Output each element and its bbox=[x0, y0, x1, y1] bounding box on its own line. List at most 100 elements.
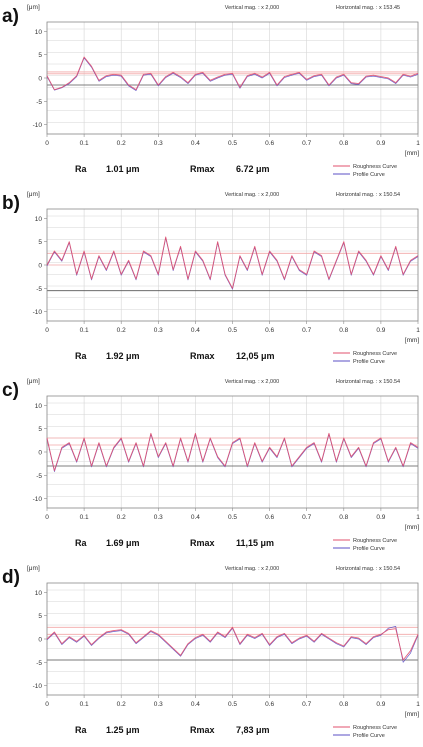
y-tick-label: 0 bbox=[38, 263, 42, 270]
legend-roughness-label: Roughness Curve bbox=[353, 538, 397, 544]
x-tick-label: 0.1 bbox=[80, 701, 89, 708]
roughness-curve-line bbox=[46, 432, 419, 472]
x-tick-label: 0 bbox=[45, 327, 49, 334]
rmax-label: Rmax bbox=[190, 164, 215, 174]
y-unit-label: [μm] bbox=[27, 378, 40, 385]
y-tick-label: 0 bbox=[38, 637, 42, 644]
panel-label: c) bbox=[2, 380, 19, 401]
chart-panel-d: d) [μm] Vertical mag. : x 2,000 Horizontal … bbox=[2, 565, 420, 739]
ra-value: 1.69 μm bbox=[106, 538, 140, 548]
x-tick-label: 0.5 bbox=[228, 327, 237, 334]
x-tick-label: 0.2 bbox=[117, 327, 126, 334]
y-tick-label: 5 bbox=[38, 239, 42, 246]
horizontal-mag-label: Horizontal mag. : x 153.45 bbox=[336, 5, 400, 11]
x-tick-label: 0.1 bbox=[80, 327, 89, 334]
ra-label: Ra bbox=[75, 725, 87, 735]
panel-label: d) bbox=[2, 567, 20, 588]
x-tick-label: 0.9 bbox=[376, 327, 385, 334]
x-tick-label: 0.8 bbox=[339, 514, 348, 521]
x-tick-label: 0.2 bbox=[117, 514, 126, 521]
x-tick-label: 0.4 bbox=[191, 514, 200, 521]
panel-label: b) bbox=[2, 193, 20, 214]
y-tick-label: -5 bbox=[36, 286, 42, 293]
y-unit-label: [μm] bbox=[27, 4, 40, 11]
y-tick-label: 10 bbox=[35, 216, 43, 223]
ra-label: Ra bbox=[75, 351, 87, 361]
roughness-curve-line bbox=[46, 56, 419, 91]
y-tick-label: 0 bbox=[38, 76, 42, 83]
x-tick-label: 0.8 bbox=[339, 140, 348, 147]
horizontal-mag-label: Horizontal mag. : x 150.54 bbox=[336, 379, 400, 385]
x-tick-label: 0.9 bbox=[376, 514, 385, 521]
x-tick-label: 0.9 bbox=[376, 701, 385, 708]
ra-label: Ra bbox=[75, 538, 87, 548]
rmax-value: 6.72 μm bbox=[236, 164, 270, 174]
legend-profile-label: Profile Curve bbox=[353, 172, 385, 178]
x-unit-label: [mm] bbox=[405, 150, 420, 157]
x-tick-label: 0.3 bbox=[154, 140, 163, 147]
legend-profile-label: Profile Curve bbox=[353, 733, 385, 739]
legend-roughness-label: Roughness Curve bbox=[353, 725, 397, 731]
x-tick-label: 0.6 bbox=[265, 327, 274, 334]
x-unit-label: [mm] bbox=[405, 524, 420, 531]
ra-value: 1.01 μm bbox=[106, 164, 140, 174]
x-unit-label: [mm] bbox=[405, 337, 420, 344]
x-tick-label: 0.3 bbox=[154, 514, 163, 521]
panel-label: a) bbox=[2, 6, 19, 27]
x-tick-label: 0.7 bbox=[302, 514, 311, 521]
x-tick-label: 0.9 bbox=[376, 140, 385, 147]
rmax-label: Rmax bbox=[190, 725, 215, 735]
rmax-label: Rmax bbox=[190, 538, 215, 548]
legend-roughness-label: Roughness Curve bbox=[353, 164, 397, 170]
chart-panel-b: b) [μm] Vertical mag. : x 2,000 Horizontal … bbox=[2, 191, 420, 365]
x-tick-label: 0.2 bbox=[117, 701, 126, 708]
ra-value: 1.92 μm bbox=[106, 351, 140, 361]
x-tick-label: 1 bbox=[416, 140, 420, 147]
y-unit-label: [μm] bbox=[27, 191, 40, 198]
vertical-mag-label: Vertical mag. : x 2,000 bbox=[225, 379, 279, 385]
x-tick-label: 1 bbox=[416, 514, 420, 521]
x-tick-label: 0.4 bbox=[191, 140, 200, 147]
y-tick-label: -10 bbox=[33, 309, 43, 316]
y-tick-label: 10 bbox=[35, 29, 43, 36]
x-tick-label: 0.5 bbox=[228, 140, 237, 147]
rmax-value: 12,05 μm bbox=[236, 351, 275, 361]
x-tick-label: 0.1 bbox=[80, 514, 89, 521]
x-tick-label: 1 bbox=[416, 701, 420, 708]
y-tick-label: -5 bbox=[36, 99, 42, 106]
rmax-value: 7,83 μm bbox=[236, 725, 270, 735]
x-tick-label: 0.7 bbox=[302, 140, 311, 147]
y-tick-label: 10 bbox=[35, 590, 43, 597]
x-tick-label: 0.7 bbox=[302, 327, 311, 334]
x-tick-label: 0.8 bbox=[339, 327, 348, 334]
x-tick-label: 1 bbox=[416, 327, 420, 334]
y-tick-label: 5 bbox=[38, 52, 42, 59]
x-tick-label: 0.3 bbox=[154, 701, 163, 708]
legend-profile-label: Profile Curve bbox=[353, 359, 385, 365]
y-unit-label: [μm] bbox=[27, 565, 40, 572]
x-tick-label: 0 bbox=[45, 701, 49, 708]
y-tick-label: 5 bbox=[38, 613, 42, 620]
ra-value: 1.25 μm bbox=[106, 725, 140, 735]
x-tick-label: 0 bbox=[45, 140, 49, 147]
x-tick-label: 0.5 bbox=[228, 701, 237, 708]
y-tick-label: -10 bbox=[33, 122, 43, 129]
legend-profile-label: Profile Curve bbox=[353, 546, 385, 552]
legend-roughness-label: Roughness Curve bbox=[353, 351, 397, 357]
x-tick-label: 0.7 bbox=[302, 701, 311, 708]
x-tick-label: 0.4 bbox=[191, 327, 200, 334]
roughness-curve-line bbox=[46, 626, 419, 661]
horizontal-mag-label: Horizontal mag. : x 150.54 bbox=[336, 566, 400, 572]
y-tick-label: 10 bbox=[35, 403, 43, 410]
x-tick-label: 0.4 bbox=[191, 701, 200, 708]
x-tick-label: 0.6 bbox=[265, 514, 274, 521]
x-tick-label: 0.8 bbox=[339, 701, 348, 708]
y-tick-label: 5 bbox=[38, 426, 42, 433]
y-tick-label: -10 bbox=[33, 683, 43, 690]
x-tick-label: 0.1 bbox=[80, 140, 89, 147]
horizontal-mag-label: Horizontal mag. : x 150.54 bbox=[336, 192, 400, 198]
chart-panel-a: a) [μm] Vertical mag. : x 2,000 Horizontal … bbox=[2, 4, 420, 178]
x-tick-label: 0.6 bbox=[265, 140, 274, 147]
x-tick-label: 0.2 bbox=[117, 140, 126, 147]
rmax-label: Rmax bbox=[190, 351, 215, 361]
